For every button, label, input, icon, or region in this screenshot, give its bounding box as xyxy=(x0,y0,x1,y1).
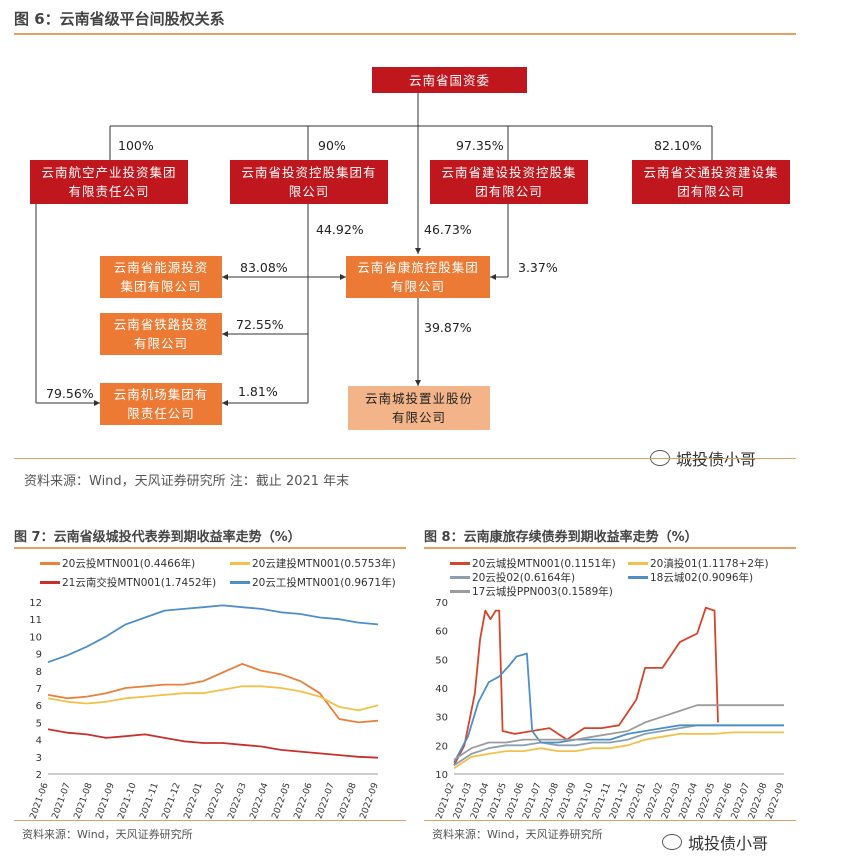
node-construction: 云南省建设投资控股集团有限公司 xyxy=(430,160,588,204)
watermark-text: 城投债小哥 xyxy=(676,450,757,469)
node-city: 云南城投置业股份有限公司 xyxy=(348,386,490,430)
watermark-2: 城投债小哥 xyxy=(662,830,768,854)
legend-label: 20云城投MTN001(0.1151年) xyxy=(472,558,616,570)
fig6-bottom-rule xyxy=(14,458,796,459)
node-transport: 云南省交通投资建设集团有限公司 xyxy=(632,160,790,204)
legend-swatch xyxy=(450,590,470,593)
legend-label: 20滇投01(1.1178+2年) xyxy=(650,558,769,570)
y-tick-label: 9 xyxy=(36,650,42,661)
fig7-title-rule xyxy=(14,547,406,549)
fig6-connectors xyxy=(35,93,713,406)
edge-aviation-pct: 100% xyxy=(118,138,154,153)
legend-swatch xyxy=(230,581,250,584)
legend-entry: 20云工投MTN001(0.9671年) xyxy=(230,575,396,590)
edge-airport-inv-pct: 1.81% xyxy=(238,384,278,399)
fig7-bottom-rule xyxy=(14,820,406,821)
legend-swatch xyxy=(450,562,470,565)
legend-swatch xyxy=(450,576,470,579)
legend-swatch xyxy=(230,562,250,565)
legend-entry: 21云南交投MTN001(1.7452年) xyxy=(40,575,216,590)
edge-energy-pct: 83.08% xyxy=(240,260,288,275)
legend-entry: 20云建投MTN001(0.5753年) xyxy=(230,556,396,571)
y-tick-label: 8 xyxy=(36,667,42,678)
y-tick-label: 7 xyxy=(36,684,42,695)
legend-entry: 20云投02(0.6164年) xyxy=(450,570,575,585)
legend-label: 20云工投MTN001(0.9671年) xyxy=(252,577,396,589)
legend-entry: 18云城02(0.9096年) xyxy=(628,570,753,585)
legend-entry: 17云城投PPN003(0.1589年) xyxy=(450,584,613,599)
y-tick-label: 10 xyxy=(29,632,42,643)
fig8-bottom-rule xyxy=(424,820,796,821)
y-tick-label: 70 xyxy=(435,598,448,609)
node-airport: 云南机场集团有限责任公司 xyxy=(100,383,222,425)
edge-transport-pct: 82.10% xyxy=(654,138,702,153)
fig6-title: 图 6：云南省级平台间股权关系 xyxy=(14,10,225,28)
fig8-source: 资料来源：Wind，天风证券研究所 xyxy=(432,828,603,841)
node-kanglv: 云南省康旅控股集团有限公司 xyxy=(346,256,490,298)
legend-label: 18云城02(0.9096年) xyxy=(650,572,754,584)
legend-entry: 20滇投01(1.1178+2年) xyxy=(628,556,769,571)
legend-label: 20云投02(0.6164年) xyxy=(472,572,576,584)
node-investment: 云南省投资控股集团有限公司 xyxy=(230,160,388,204)
watermark-text: 城投债小哥 xyxy=(688,834,769,853)
y-tick-label: 10 xyxy=(435,770,448,781)
y-tick-label: 3 xyxy=(36,753,42,764)
legend-label: 17云城投PPN003(0.1589年) xyxy=(472,586,613,598)
series-line xyxy=(453,652,784,763)
legend-swatch xyxy=(40,562,60,565)
fig6-title-rule xyxy=(14,33,796,35)
fig8-title: 图 8：云南康旅存续债券到期收益率走势（%） xyxy=(424,530,698,545)
edge-construction-pct: 97.35% xyxy=(456,138,504,153)
series-line xyxy=(47,604,379,664)
y-tick-label: 12 xyxy=(29,598,42,609)
legend-swatch xyxy=(628,562,648,565)
legend-swatch xyxy=(40,581,60,584)
series-line xyxy=(47,685,379,712)
edge-railway-pct: 72.55% xyxy=(236,317,284,332)
y-tick-label: 60 xyxy=(435,627,448,638)
legend-entry: 20云城投MTN001(0.1151年) xyxy=(450,556,616,571)
wechat-icon xyxy=(662,834,682,850)
series-line xyxy=(47,728,379,759)
fig7-source: 资料来源：Wind，天风证券研究所 xyxy=(22,828,193,841)
y-tick-label: 30 xyxy=(435,713,448,724)
edge-root-kanglv-pct: 46.73% xyxy=(424,222,472,237)
node-aviation: 云南航空产业投资集团有限责任公司 xyxy=(30,160,188,204)
y-tick-label: 6 xyxy=(36,701,42,712)
edge-investment-pct: 90% xyxy=(318,138,346,153)
node-energy: 云南省能源投资集团有限公司 xyxy=(100,256,222,298)
y-tick-label: 2 xyxy=(36,770,42,781)
fig8-title-rule xyxy=(424,547,796,549)
edge-airport-aviation-pct: 79.56% xyxy=(46,386,94,401)
series-line xyxy=(453,731,784,770)
legend-entry: 20云投MTN001(0.4466年) xyxy=(40,556,195,571)
legend-label: 21云南交投MTN001(1.7452年) xyxy=(62,577,217,589)
node-root: 云南省国资委 xyxy=(372,67,527,93)
y-tick-label: 11 xyxy=(29,615,42,626)
node-railway: 云南省铁路投资有限公司 xyxy=(100,313,222,355)
y-tick-label: 5 xyxy=(36,718,42,729)
series-line xyxy=(453,704,784,761)
legend-swatch xyxy=(628,576,648,579)
y-tick-label: 20 xyxy=(435,741,448,752)
legend-label: 20云投MTN001(0.4466年) xyxy=(62,558,196,570)
y-tick-label: 50 xyxy=(435,655,448,666)
series-line xyxy=(453,606,719,766)
fig7-title: 图 7：云南省级城投代表券到期收益率走势（%） xyxy=(14,530,301,545)
edge-kanglv-city-pct: 39.87% xyxy=(424,320,472,335)
fig6-source: 资料来源：Wind，天风证券研究所 注：截止 2021 年末 xyxy=(24,474,350,489)
edge-inv-kanglv-pct: 44.92% xyxy=(316,222,364,237)
y-tick-label: 4 xyxy=(36,736,42,747)
y-tick-label: 40 xyxy=(435,684,448,695)
legend-label: 20云建投MTN001(0.5753年) xyxy=(252,558,396,570)
edge-construction-kanglv-pct: 3.37% xyxy=(518,260,558,275)
